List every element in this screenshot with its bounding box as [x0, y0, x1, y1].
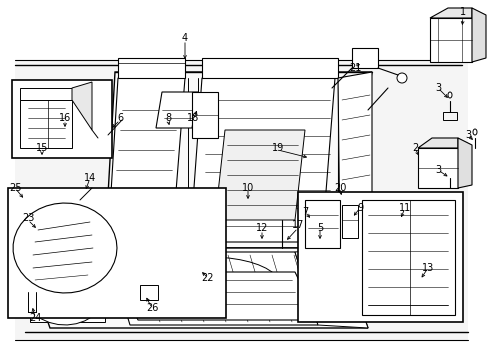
Text: 11: 11 [398, 203, 410, 213]
Ellipse shape [346, 235, 353, 241]
Ellipse shape [108, 270, 115, 274]
Polygon shape [8, 188, 225, 318]
Polygon shape [294, 248, 367, 328]
Polygon shape [417, 138, 457, 148]
Text: 16: 16 [59, 113, 71, 123]
Polygon shape [23, 255, 107, 325]
Polygon shape [20, 88, 72, 100]
Polygon shape [351, 48, 377, 68]
Polygon shape [118, 58, 184, 78]
Text: 17: 17 [291, 220, 304, 230]
Text: 1: 1 [459, 7, 465, 17]
Polygon shape [108, 78, 184, 242]
Polygon shape [192, 92, 218, 138]
Circle shape [396, 73, 406, 83]
Polygon shape [22, 248, 367, 328]
Circle shape [358, 110, 368, 120]
Polygon shape [471, 8, 485, 62]
Polygon shape [337, 72, 371, 248]
Ellipse shape [199, 292, 204, 297]
Text: 13: 13 [421, 263, 433, 273]
Text: 6: 6 [117, 113, 123, 123]
Text: 15: 15 [36, 143, 48, 153]
Circle shape [323, 87, 332, 97]
Polygon shape [13, 203, 117, 293]
Polygon shape [15, 60, 467, 340]
Text: 24: 24 [29, 313, 41, 323]
Text: 9: 9 [356, 203, 362, 213]
Ellipse shape [447, 92, 451, 98]
Ellipse shape [28, 289, 36, 295]
Polygon shape [140, 257, 280, 313]
Text: 22: 22 [202, 273, 214, 283]
Polygon shape [341, 205, 357, 238]
Text: 26: 26 [145, 303, 158, 313]
Ellipse shape [28, 306, 36, 310]
Text: 8: 8 [164, 113, 171, 123]
Polygon shape [305, 200, 339, 248]
Text: 23: 23 [22, 213, 34, 223]
Polygon shape [115, 272, 317, 320]
Text: 12: 12 [255, 223, 267, 233]
Text: 5: 5 [316, 223, 323, 233]
Ellipse shape [97, 139, 102, 144]
Polygon shape [429, 8, 471, 18]
Text: 18: 18 [186, 113, 199, 123]
Polygon shape [429, 18, 471, 62]
Polygon shape [12, 80, 112, 158]
Text: 21: 21 [348, 63, 361, 73]
Text: 4: 4 [182, 33, 188, 43]
Polygon shape [457, 138, 471, 188]
Text: 19: 19 [271, 143, 284, 153]
Polygon shape [108, 252, 317, 325]
Ellipse shape [75, 201, 81, 206]
Polygon shape [72, 82, 92, 130]
Text: 7: 7 [301, 207, 307, 217]
Circle shape [257, 243, 266, 253]
Polygon shape [190, 78, 334, 242]
Text: 20: 20 [333, 183, 346, 193]
Ellipse shape [102, 135, 108, 140]
Text: 25: 25 [9, 183, 21, 193]
Polygon shape [105, 72, 371, 248]
Polygon shape [417, 148, 457, 188]
Text: 3: 3 [434, 83, 440, 93]
Ellipse shape [338, 193, 345, 198]
Polygon shape [361, 200, 454, 315]
Ellipse shape [472, 129, 476, 135]
Text: 14: 14 [84, 173, 96, 183]
Polygon shape [202, 58, 337, 78]
Polygon shape [156, 92, 198, 128]
Text: 2: 2 [411, 143, 417, 153]
Circle shape [242, 204, 253, 216]
Text: 3: 3 [464, 130, 470, 140]
Ellipse shape [206, 64, 219, 72]
Ellipse shape [447, 169, 451, 175]
Text: 3: 3 [434, 165, 440, 175]
Ellipse shape [141, 287, 149, 293]
Polygon shape [297, 192, 462, 322]
Polygon shape [20, 100, 72, 148]
Polygon shape [215, 130, 305, 220]
Text: 10: 10 [242, 183, 254, 193]
Polygon shape [30, 252, 105, 322]
